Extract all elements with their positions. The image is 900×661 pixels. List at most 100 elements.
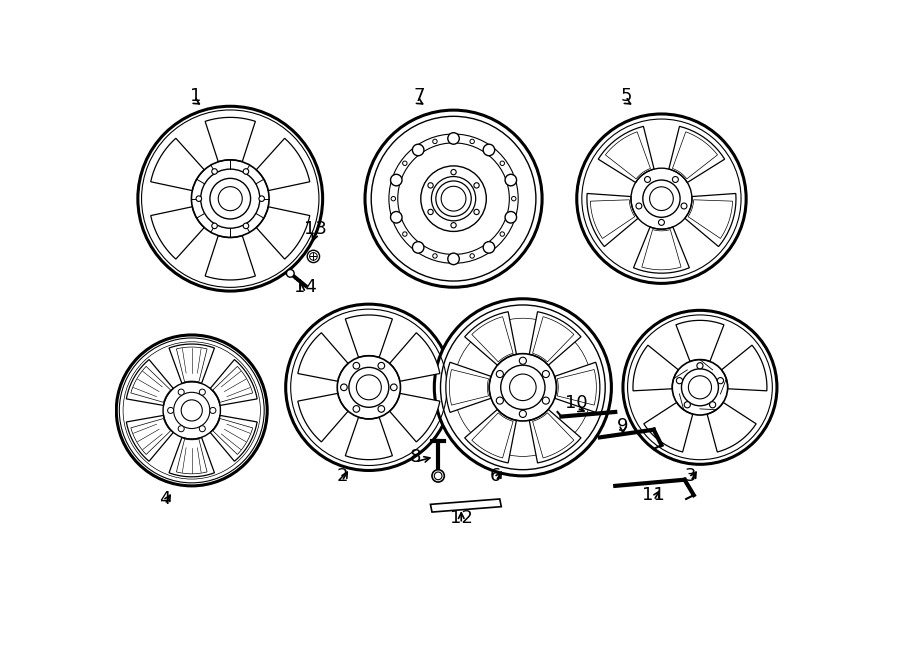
- Circle shape: [349, 368, 389, 407]
- Circle shape: [340, 384, 347, 391]
- Circle shape: [391, 384, 397, 391]
- Circle shape: [681, 203, 687, 209]
- Text: 13: 13: [303, 221, 327, 239]
- Polygon shape: [346, 315, 392, 358]
- Circle shape: [474, 182, 479, 188]
- Circle shape: [433, 254, 437, 258]
- Circle shape: [243, 169, 248, 175]
- Circle shape: [505, 212, 517, 223]
- Circle shape: [644, 176, 651, 182]
- Polygon shape: [634, 227, 689, 273]
- Circle shape: [577, 114, 746, 284]
- Circle shape: [378, 362, 384, 369]
- Circle shape: [709, 402, 716, 408]
- Polygon shape: [390, 332, 440, 381]
- Circle shape: [500, 161, 505, 165]
- Circle shape: [178, 426, 184, 432]
- Polygon shape: [707, 403, 756, 452]
- Text: 1: 1: [190, 87, 202, 105]
- Circle shape: [432, 470, 445, 482]
- Polygon shape: [126, 415, 174, 461]
- Text: 11: 11: [643, 486, 665, 504]
- Circle shape: [428, 210, 433, 215]
- Circle shape: [672, 176, 679, 182]
- Circle shape: [212, 169, 217, 175]
- Circle shape: [435, 299, 611, 476]
- Circle shape: [433, 139, 437, 143]
- Polygon shape: [126, 360, 174, 405]
- Circle shape: [259, 196, 265, 202]
- Polygon shape: [169, 438, 214, 477]
- Polygon shape: [205, 235, 256, 280]
- Text: 10: 10: [565, 394, 588, 412]
- Circle shape: [402, 161, 407, 165]
- Circle shape: [623, 310, 777, 464]
- Polygon shape: [449, 369, 489, 405]
- Circle shape: [677, 377, 682, 384]
- Circle shape: [636, 203, 642, 209]
- Circle shape: [697, 363, 703, 369]
- Circle shape: [212, 223, 217, 229]
- Circle shape: [412, 242, 424, 253]
- Polygon shape: [688, 200, 733, 239]
- Polygon shape: [256, 138, 310, 190]
- Circle shape: [210, 407, 216, 413]
- Circle shape: [167, 407, 174, 413]
- Polygon shape: [644, 403, 693, 452]
- Polygon shape: [298, 332, 348, 381]
- Polygon shape: [587, 194, 638, 247]
- Circle shape: [391, 212, 402, 223]
- Circle shape: [717, 377, 724, 384]
- Polygon shape: [213, 366, 253, 403]
- Polygon shape: [130, 418, 171, 455]
- Text: 12: 12: [450, 509, 472, 527]
- Polygon shape: [446, 362, 491, 412]
- Circle shape: [500, 365, 545, 409]
- Polygon shape: [606, 132, 651, 179]
- Polygon shape: [529, 312, 581, 366]
- Polygon shape: [176, 439, 207, 474]
- Polygon shape: [554, 362, 600, 412]
- Polygon shape: [672, 132, 717, 179]
- Circle shape: [659, 219, 664, 225]
- Text: 14: 14: [294, 278, 317, 296]
- Text: 5: 5: [621, 87, 633, 105]
- Polygon shape: [205, 118, 256, 162]
- Polygon shape: [533, 317, 574, 362]
- Circle shape: [391, 175, 402, 186]
- Circle shape: [505, 175, 517, 186]
- Polygon shape: [472, 413, 513, 458]
- Circle shape: [199, 389, 205, 395]
- Circle shape: [483, 144, 495, 156]
- Circle shape: [307, 251, 320, 262]
- Polygon shape: [472, 317, 513, 362]
- Polygon shape: [722, 345, 767, 391]
- Circle shape: [392, 196, 395, 201]
- Polygon shape: [176, 347, 207, 382]
- Circle shape: [681, 369, 718, 406]
- Polygon shape: [130, 366, 171, 403]
- Polygon shape: [298, 393, 348, 442]
- Circle shape: [378, 406, 384, 412]
- Circle shape: [500, 232, 505, 236]
- Circle shape: [174, 393, 210, 428]
- Text: 3: 3: [685, 467, 697, 485]
- Polygon shape: [533, 413, 574, 458]
- Circle shape: [483, 242, 495, 253]
- Polygon shape: [256, 207, 310, 259]
- Polygon shape: [390, 393, 440, 442]
- Circle shape: [286, 270, 294, 277]
- Text: 4: 4: [159, 490, 171, 508]
- Circle shape: [511, 196, 516, 201]
- Circle shape: [470, 139, 474, 143]
- Polygon shape: [150, 207, 204, 259]
- Circle shape: [684, 402, 690, 408]
- Polygon shape: [669, 126, 725, 182]
- Polygon shape: [464, 409, 517, 463]
- Text: 9: 9: [617, 417, 629, 435]
- Polygon shape: [150, 138, 204, 190]
- Circle shape: [448, 133, 459, 144]
- Circle shape: [519, 357, 526, 364]
- Polygon shape: [557, 369, 597, 405]
- Circle shape: [496, 371, 503, 377]
